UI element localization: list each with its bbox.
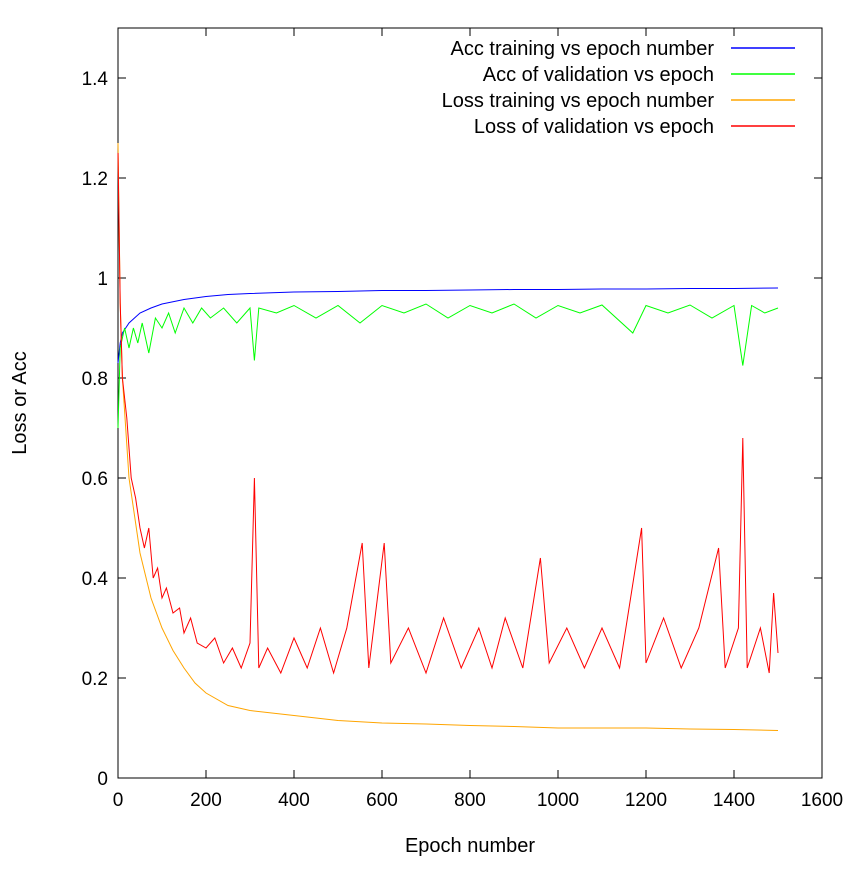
x-tick-label: 1400 [713,790,755,811]
plot-frame [117,27,823,779]
x-axis-label: Epoch number [405,835,535,857]
y-tick-label: 1 [97,269,108,290]
x-tick-label: 200 [190,790,222,811]
y-axis-label: Loss or Acc [9,351,31,454]
series-line-0 [117,287,779,364]
series-line-1 [117,303,779,429]
x-tick-label: 1600 [801,790,843,811]
x-tick-label: 800 [454,790,486,811]
y-tick-label: 0.8 [82,369,108,390]
legend-label: Acc training vs epoch number [451,38,715,60]
x-tick-label: 1000 [537,790,579,811]
series-line-2 [117,142,779,731]
legend-label: Acc of validation vs epoch [483,64,714,86]
y-tick-label: 0.4 [82,569,109,590]
x-tick-label: 1200 [625,790,667,811]
legend-label: Loss training vs epoch number [442,90,715,112]
series-line-3 [117,152,779,675]
x-tick-label: 0 [113,790,124,811]
y-tick-label: 0.2 [82,669,108,690]
legend-label: Loss of validation vs epoch [474,116,714,138]
y-tick-label: 0.6 [82,469,108,490]
x-tick-label: 600 [366,790,398,811]
y-tick-label: 1.4 [82,69,109,90]
y-tick-label: 0 [97,769,108,790]
y-tick-label: 1.2 [82,169,108,190]
x-tick-label: 400 [278,790,310,811]
